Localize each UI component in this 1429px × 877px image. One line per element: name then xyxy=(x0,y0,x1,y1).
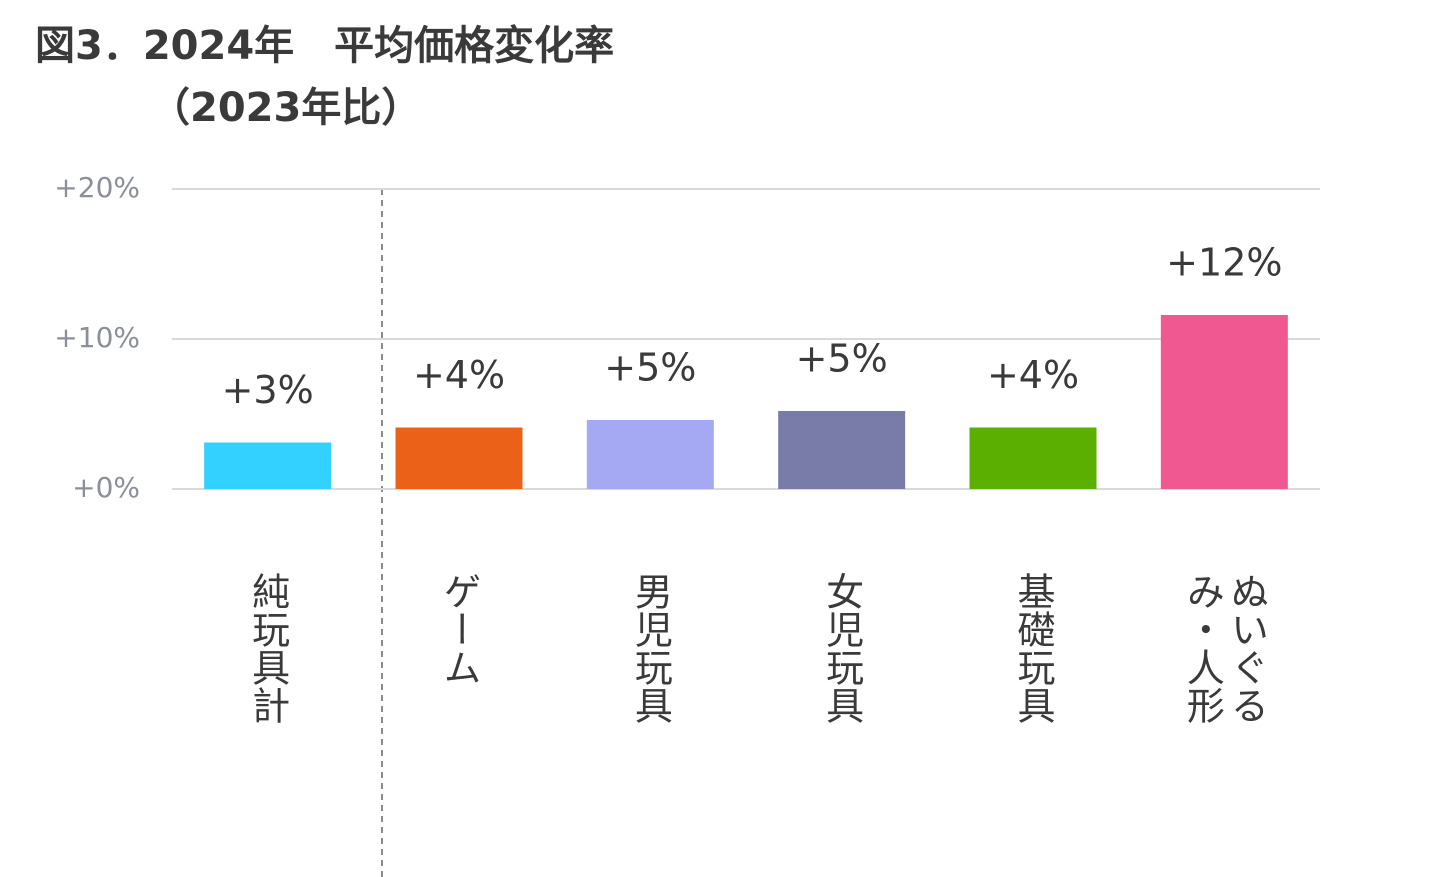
bar xyxy=(969,427,1097,489)
bar xyxy=(395,427,523,489)
y-tick-label: +20% xyxy=(54,171,140,204)
bar xyxy=(1160,315,1288,489)
x-tick-label: 純玩具計 xyxy=(245,572,290,724)
chart-title: 図3．2024年 平均価格変化率 xyxy=(35,23,614,69)
x-tick-label: 女児玩具 xyxy=(819,572,864,724)
chart-subtitle: （2023年比） xyxy=(150,85,421,131)
x-tick-label: 男児玩具 xyxy=(628,572,673,724)
value-label: +5% xyxy=(604,346,696,390)
value-label: +12% xyxy=(1166,241,1282,285)
value-label: +3% xyxy=(222,368,314,412)
value-label: +4% xyxy=(987,353,1079,397)
y-tick-label: +10% xyxy=(54,321,140,354)
bar xyxy=(778,411,906,489)
value-label: +5% xyxy=(796,337,888,381)
x-tick-label: ぬいぐるみ・人形 xyxy=(1180,572,1269,724)
bar xyxy=(204,442,332,489)
x-tick-label: 基礎玩具 xyxy=(1011,572,1055,724)
y-tick-label: +0% xyxy=(72,471,140,504)
bar xyxy=(586,420,714,489)
value-label: +4% xyxy=(413,353,505,397)
x-tick-label: ゲーム xyxy=(437,572,481,686)
